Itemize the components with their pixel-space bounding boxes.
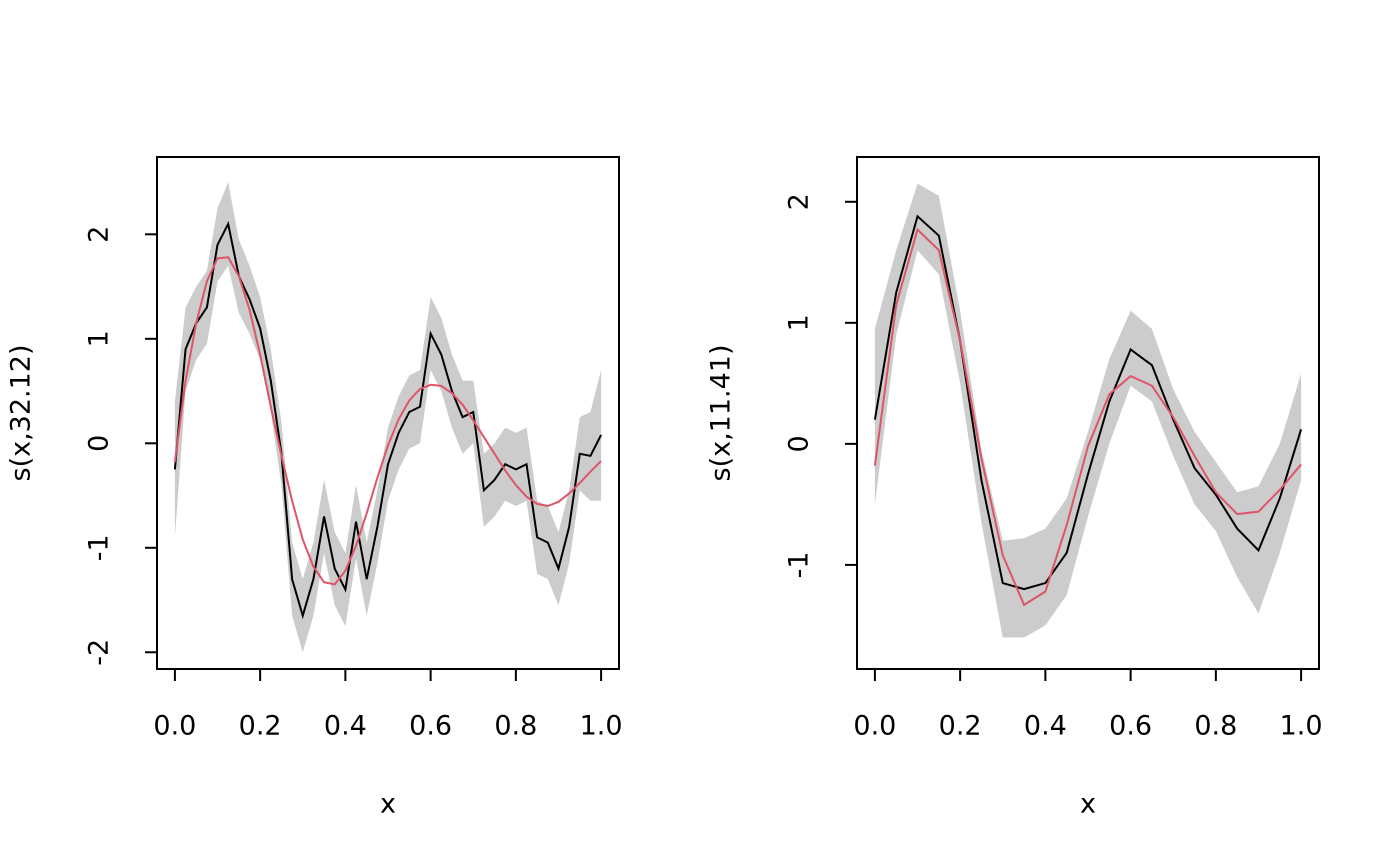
x-tick-label: 0.6: [1109, 711, 1152, 742]
y-tick-label: 0: [784, 435, 815, 452]
x-axis-label: x: [380, 789, 396, 820]
y-tick-label: -1: [84, 534, 115, 561]
y-axis-label: s(x,11.41): [706, 345, 737, 482]
x-tick-label: 0.0: [153, 711, 196, 742]
x-tick-label: 0.8: [1194, 711, 1237, 742]
x-tick-label: 0.4: [1024, 711, 1067, 742]
line: [173, 256, 602, 586]
plot-box: [156, 156, 620, 670]
line: [873, 227, 1302, 607]
x-tick-label: 0.4: [324, 711, 367, 742]
line: [873, 214, 1303, 591]
line: [173, 220, 602, 620]
x-tick-label: 0.2: [939, 711, 982, 742]
y-axis-label: s(x,32.12): [6, 345, 37, 482]
x-tick-label: 1.0: [1280, 711, 1323, 742]
confidence-band: [174, 182, 602, 653]
y-tick-label: 2: [84, 226, 115, 243]
y-tick-label: -2: [84, 639, 115, 666]
y-tick-label: 0: [84, 435, 115, 452]
x-tick-label: 0.6: [409, 711, 452, 742]
x-tick-label: 1.0: [580, 711, 623, 742]
x-tick-label: 0.2: [239, 711, 282, 742]
x-tick-label: 0.8: [494, 711, 537, 742]
x-axis-label: x: [1080, 789, 1096, 820]
plot-box: [856, 156, 1320, 670]
y-tick-label: 1: [784, 314, 815, 331]
y-tick-label: -1: [784, 551, 815, 578]
x-tick-label: 0.0: [853, 711, 896, 742]
y-tick-label: 2: [784, 193, 815, 210]
y-tick-label: 1: [84, 330, 115, 347]
